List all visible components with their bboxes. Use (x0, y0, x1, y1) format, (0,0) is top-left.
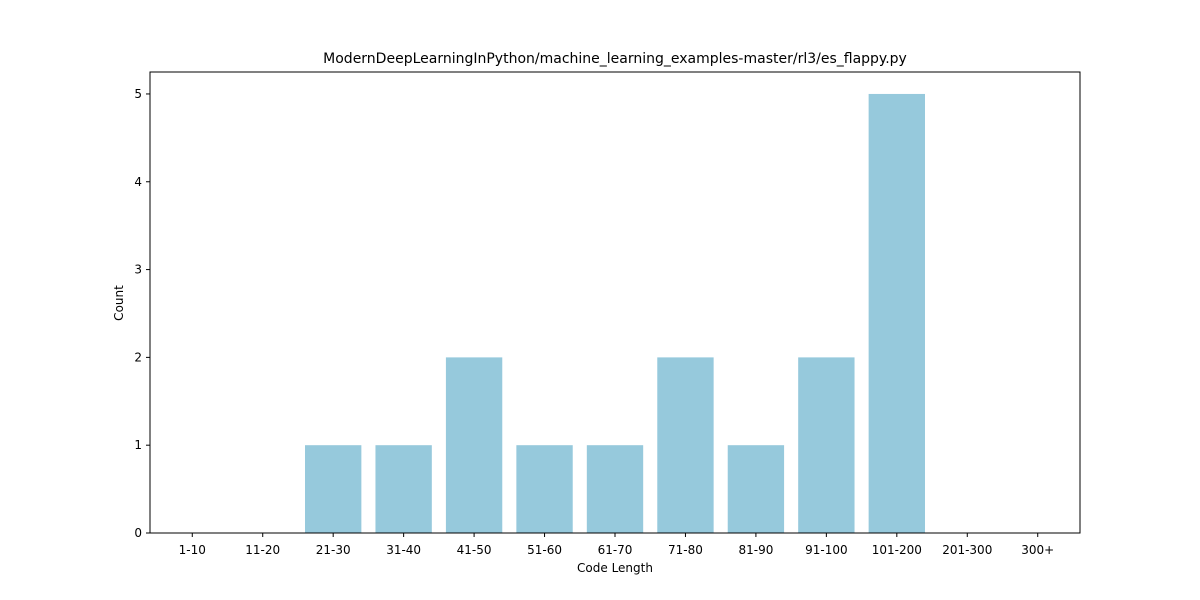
y-tick-label: 0 (134, 526, 142, 540)
bar-41-50 (445, 357, 503, 533)
bars-group (305, 93, 925, 533)
x-tick-label: 91-100 (805, 543, 848, 557)
bar-31-40 (375, 445, 432, 533)
x-tick-label: 71-80 (668, 543, 703, 557)
y-axis-label: Count (112, 285, 126, 321)
bar-91-100 (798, 357, 855, 533)
x-tick-label: 1-10 (179, 543, 206, 557)
bar-81-90 (727, 445, 785, 533)
bar-71-80 (657, 357, 714, 533)
x-tick-label: 11-20 (245, 543, 280, 557)
bar-51-60 (516, 445, 573, 533)
x-tick-label: 101-200 (872, 543, 922, 557)
y-tick-label: 4 (134, 175, 142, 189)
x-tick-label: 41-50 (457, 543, 492, 557)
y-axis-ticks: 0 1 2 3 4 5 (134, 87, 150, 540)
x-tick-label: 201-300 (942, 543, 992, 557)
y-tick-label: 5 (134, 87, 142, 101)
y-tick-label: 1 (134, 438, 142, 452)
bar-101-200 (868, 93, 925, 533)
x-tick-label: 21-30 (316, 543, 351, 557)
x-tick-label: 61-70 (598, 543, 633, 557)
x-axis-label: Code Length (577, 561, 653, 575)
x-tick-label: 300+ (1021, 543, 1054, 557)
x-axis-ticks: 1-10 11-20 21-30 31-40 41-50 51-60 61-70 71-80 8… (179, 533, 1054, 557)
bar-21-30 (305, 445, 362, 533)
y-tick-label: 2 (134, 350, 142, 364)
x-tick-label: 51-60 (527, 543, 562, 557)
chart-title: ModernDeepLearningInPython/machine_learn… (323, 51, 907, 67)
y-tick-label: 3 (134, 263, 142, 277)
bar-61-70 (586, 445, 644, 533)
x-tick-label: 81-90 (738, 543, 773, 557)
x-tick-label: 31-40 (386, 543, 421, 557)
